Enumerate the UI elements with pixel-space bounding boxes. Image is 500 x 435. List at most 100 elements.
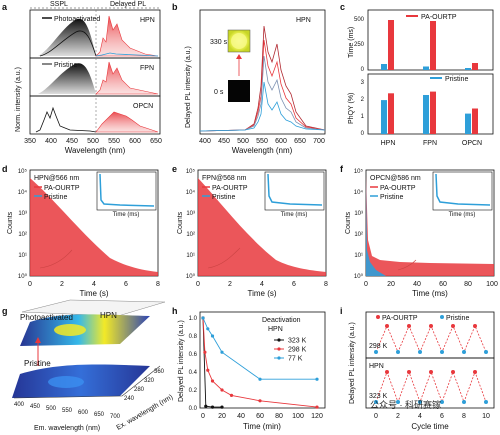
h-point: [220, 388, 224, 392]
i-pa-point: [429, 370, 433, 374]
legend-i-pa: PA-OURTP: [382, 315, 418, 322]
panel-i-letter: i: [340, 306, 343, 316]
c-ytick-bottom: 0: [361, 131, 365, 137]
panel-d: d HPN@566 nm PA-OURTP Pristine Time (ms)…: [2, 164, 160, 298]
panel-h-ylabel: Delayed PL intensity (a.u.): [178, 320, 185, 402]
h-xtick: 80: [275, 413, 283, 420]
panel-e-title: FPN@568 nm: [202, 175, 247, 182]
f-ytick: 10³: [354, 211, 363, 217]
fpn-photo-sspl-fill: [38, 63, 96, 94]
activation-arrow-head: [236, 54, 242, 59]
h-point: [210, 379, 215, 383]
f-ytick: 10⁴: [354, 189, 364, 196]
hpn-photo-sspl-fill: [38, 18, 96, 56]
g-hpn-label: HPN: [100, 311, 117, 320]
opcn-pristine-inset-decay: [435, 173, 491, 206]
bar-pa-ourtp-time: [430, 21, 436, 70]
bar-pa-ourtp-phqy: [388, 93, 394, 134]
a-xtick: 400: [45, 138, 57, 145]
h-point: [210, 405, 215, 409]
legend-d-pa: PA-OURTP: [44, 185, 80, 192]
b-xtick: 500: [237, 138, 249, 145]
panel-a-row-3-frame: [29, 95, 161, 135]
legend-i-pristine-marker: [440, 315, 444, 319]
h-point: [204, 404, 208, 408]
c-ytick-bottom: 2: [361, 97, 365, 103]
fpn-delayed-pl-fill: [95, 61, 159, 95]
b-xtick: 400: [199, 138, 211, 145]
panel-b-ylabel: Delayed PL intensity (a.u.): [185, 46, 192, 128]
spectrum-330s: [199, 25, 326, 132]
e-xtick: 0: [196, 281, 200, 288]
g-arrow-head: [35, 337, 41, 343]
d-ytick: 10¹: [18, 253, 27, 259]
b-xtick: 700: [313, 138, 325, 145]
h-legend-subtitle: HPN: [268, 326, 283, 333]
panel-i-ylabel: Delayed PL intensity (a.u.): [349, 322, 356, 404]
f-xtick: 40: [413, 281, 421, 288]
g-em-tick: 600: [78, 410, 89, 416]
i-pristine-point: [418, 350, 422, 354]
d-inset-xlabel: Time (ms): [113, 212, 140, 218]
panel-a-letter: a: [2, 2, 8, 12]
photoactivated-hotspot: [54, 324, 86, 336]
h-legend-label: 323 K: [288, 338, 307, 345]
h-point: [201, 316, 205, 320]
i-pa-point: [385, 370, 389, 374]
hpn-decay-curve: [30, 178, 158, 276]
panel-f-ylabel: Counts: [345, 211, 352, 234]
a-xtick: 500: [87, 138, 99, 145]
d-ytick: 10⁴: [18, 189, 28, 196]
i-xtick: 4: [418, 413, 422, 420]
inset-label-0s: 0 s: [214, 89, 224, 96]
g-ex-tick: 240: [124, 396, 135, 402]
f-xtick: 80: [464, 281, 472, 288]
legend-i-pa-marker: [376, 315, 380, 319]
i-pa-point: [473, 370, 477, 374]
legend-f-pristine: Pristine: [380, 194, 403, 201]
f-xtick: 0: [364, 281, 368, 288]
a-xtick: 450: [66, 138, 78, 145]
panel-d-yticks: 10⁰ 10¹ 10² 10³ 10⁴ 10⁵: [18, 168, 28, 280]
panel-b-letter: b: [172, 2, 178, 12]
g-em-tick: 550: [62, 408, 73, 414]
e-xtick: 2: [228, 281, 232, 288]
panel-f-xticks: 0 20 40 60 80 100: [364, 281, 498, 288]
c-category: FPN: [423, 140, 437, 147]
d-xtick: 4: [92, 281, 96, 288]
h-point: [258, 399, 262, 403]
g-ex-tick: 360: [154, 369, 165, 375]
fpn-decay-curve: [198, 178, 326, 276]
f-xtick: 60: [439, 281, 447, 288]
e-ytick: 10⁵: [186, 168, 196, 175]
d-xtick: 8: [156, 281, 160, 288]
decay-arrow-f: [397, 259, 417, 271]
hpn-pristine-inset-decay: [99, 173, 155, 207]
a-xtick: 650: [150, 138, 162, 145]
bar-pa-ourtp-phqy: [430, 91, 436, 134]
d-ytick: 10⁵: [18, 168, 28, 175]
e-xtick: 8: [324, 281, 328, 288]
panel-h-xlabel: Time (min): [243, 422, 281, 431]
c-category: HPN: [381, 140, 396, 147]
h-point: [220, 405, 224, 409]
panel-f: f OPCN@586 nm PA-OURTP Pristine Time (ms…: [340, 164, 498, 298]
pristine-hotspot: [48, 376, 84, 388]
panel-d-title: HPN@566 nm: [34, 175, 79, 182]
h-ytick: 0.2: [189, 388, 198, 394]
g-ex-tick: 320: [144, 378, 155, 384]
g-ex-tick: 280: [134, 387, 145, 393]
panel-b: b HPN 330 s 0 s Delayed PL intensity (a.…: [172, 2, 326, 155]
panel-a-xticks: 350 400 450 500 550 600 650: [24, 138, 162, 145]
h-legend-title: Deactivation: [262, 317, 301, 324]
i-pa-point: [451, 370, 455, 374]
i-pristine-point: [462, 350, 466, 354]
panel-a: a SSPL Delayed PL Photoactivated HPN Pri…: [2, 1, 162, 155]
e-xtick: 6: [292, 281, 296, 288]
panel-i-xticks: 0 2 4 6 8 10: [374, 413, 490, 420]
panel-g: g Photoactivated HPN Pristine 400 450 50…: [2, 299, 174, 432]
panel-i-series: [374, 324, 488, 404]
f-ytick: 10⁰: [354, 273, 364, 280]
legend-photoactivated: Photoactivated: [54, 16, 100, 23]
panel-h-xticks: 0 20 40 60 80 100 120: [201, 413, 323, 420]
